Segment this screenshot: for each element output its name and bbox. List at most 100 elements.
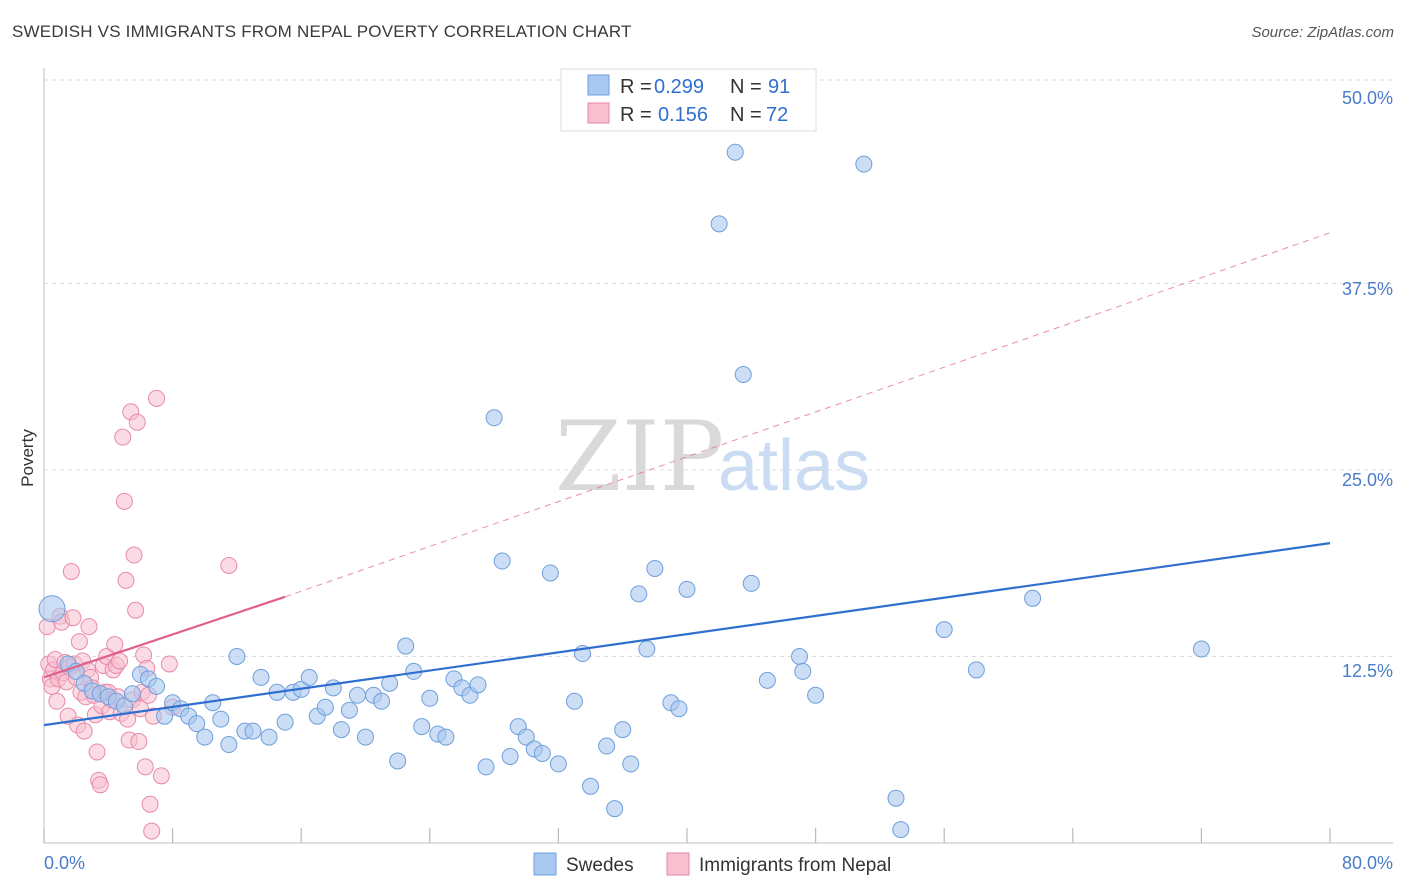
legend-n-value-1: 91 [768,76,790,98]
swedes-point-83 [807,686,825,704]
swedes-point-58 [517,728,535,746]
nepal-point-26 [80,618,98,636]
swedes-point-12 [148,677,166,695]
swedes-point-55 [493,552,511,570]
swedes-point-20 [212,710,230,728]
nepal-trend-extension [284,232,1331,598]
swedes-point-21 [220,736,238,754]
swedes-point-80 [758,671,776,689]
swedes-point-84 [855,155,873,173]
series-legend: Swedes Immigrants from Nepal [533,852,891,876]
swedes-point-26 [260,728,278,746]
nepal-point-48 [115,492,133,510]
swedes-point-72 [646,559,664,577]
y-tick-label-2: 37.5% [1342,279,1393,299]
nepal-point-45 [111,652,129,670]
swedes-point-46 [421,689,439,707]
swedes-point-52 [469,676,487,694]
correlation-legend: R = 0.299 N = 91 R = 0.156 N = 72 [560,68,817,132]
swedes-point-31 [300,668,318,686]
chart-title: SWEDISH VS IMMIGRANTS FROM NEPAL POVERTY… [12,22,632,41]
y-tick-label-0: 12.5% [1342,661,1393,681]
bottom-legend-swedes: Swedes [566,855,634,876]
legend-swatch-nepal [587,102,610,124]
swedes-point-88 [967,661,985,679]
swedes-point-35 [332,721,350,739]
nepal-point-71 [220,556,238,574]
legend-n-label-1: N = [730,76,762,98]
swedes-point-53 [477,758,495,776]
nepal-point-15 [62,562,80,580]
x-tick-label-max: 80.0% [1342,853,1393,873]
swedes-point-89 [1024,589,1042,607]
swedes-point-63 [565,692,583,710]
swedes-point-77 [726,143,744,161]
nepal-point-54 [125,546,143,564]
nepal-point-31 [88,743,106,761]
swedes-point-60 [533,744,551,762]
y-tick-label-1: 25.0% [1342,470,1393,490]
swedes-point-67 [606,800,624,818]
nepal-point-16 [64,609,82,627]
swedes-point-34 [324,679,342,697]
source-credit: Source: ZipAtlas.com [1251,24,1394,41]
swedes-point-56 [501,747,519,765]
legend-swatch-swedes [587,74,610,96]
swedes-point-42 [389,752,407,770]
y-tick-labels: 12.5% 25.0% 37.5% 50.0% [1342,88,1393,681]
bottom-legend-nepal: Immigrants from Nepal [699,855,891,876]
swedes-point-48 [437,728,455,746]
legend-n-label-2: N = [730,104,762,126]
nepal-point-23 [75,722,93,740]
swedes-point-62 [549,755,567,773]
nepal-point-67 [148,389,166,407]
swedes-point-82 [794,662,812,680]
bottom-legend-swatch-nepal [666,852,690,876]
nepal-point-47 [114,428,132,446]
bottom-legend-swatch-swedes [533,852,557,876]
swedes-point-86 [892,821,910,839]
swedes-point-90 [1192,640,1210,658]
legend-r-label-2: R = [620,104,652,126]
swedes-point-87 [935,621,953,639]
nepal-point-65 [143,822,161,840]
swedes-point-85 [887,789,905,807]
y-axis-label: Poverty [18,429,37,487]
swedes-point-45 [413,718,431,736]
swedes-points [38,143,1210,839]
swedes-point-33 [316,698,334,716]
swedes-point-37 [348,686,366,704]
swedes-point-75 [678,580,696,598]
swedes-point-71 [638,640,656,658]
legend-n-value-2: 72 [766,104,788,126]
swedes-point-70 [630,585,648,603]
swedes-point-78 [734,366,752,384]
swedes-trend-line [43,542,1331,727]
nepal-point-49 [117,571,135,589]
nepal-point-33 [91,776,109,794]
swedes-point-76 [710,215,728,233]
nepal-point-6 [48,692,66,710]
swedes-point-79 [742,574,760,592]
y-tick-label-3: 50.0% [1342,88,1393,108]
nepal-point-20 [70,633,88,651]
swedes-point-66 [598,737,616,755]
legend-r-value-1: 0.299 [654,76,704,98]
watermark-zip: ZIP [555,401,724,513]
swedes-point-38 [357,728,374,746]
swedes-point-25 [252,668,270,686]
x-tick-label-min: 0.0% [44,853,85,873]
nepal-point-69 [160,655,178,673]
swedes-point-24 [244,722,262,740]
nepal-point-68 [152,767,170,785]
swedes-point-9 [123,685,141,703]
trend-lines [43,232,1331,727]
swedes-point-28 [276,713,294,731]
nepal-point-42 [106,636,124,654]
swedes-point-40 [373,692,391,710]
swedes-point-0 [38,595,66,623]
swedes-point-65 [582,777,600,795]
swedes-point-22 [228,648,246,665]
nepal-point-56 [128,413,146,431]
